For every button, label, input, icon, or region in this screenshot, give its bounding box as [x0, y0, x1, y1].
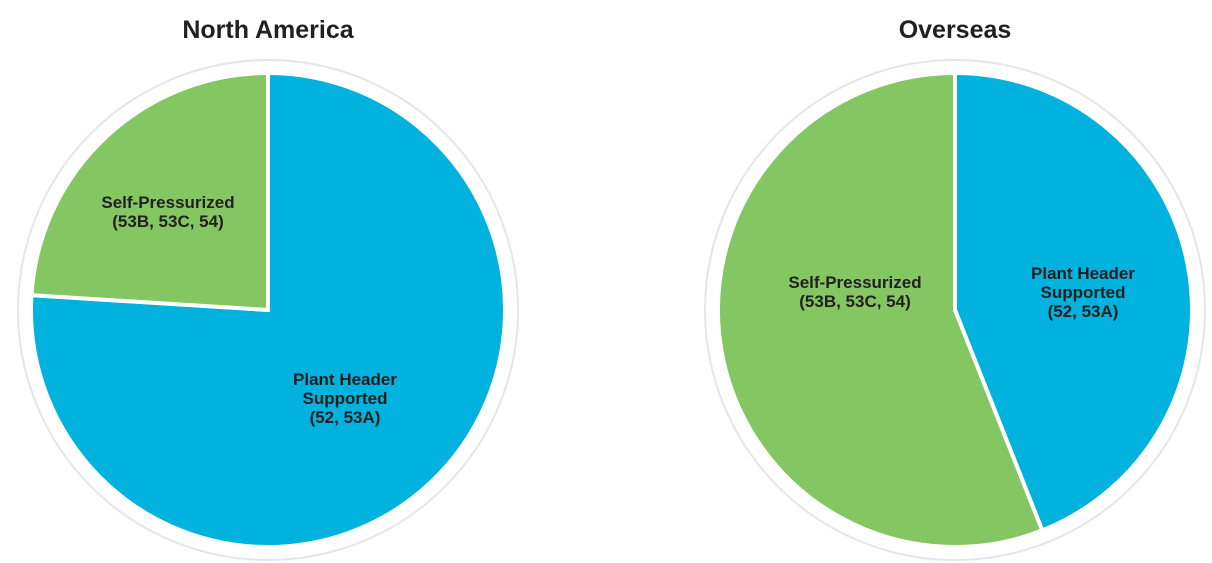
slice-label-box: Plant Header Supported(52, 53A) [293, 369, 397, 427]
slice-label-box: Plant Header Supported(52, 53A) [1031, 263, 1135, 321]
slice-label: Self-Pressurized (53B, 53C, 54) [788, 273, 922, 311]
pie-slice [953, 70, 1194, 533]
slice-label: Self-Pressurized (53B, 53C, 54) [101, 193, 235, 231]
slice-label: Plant Header Supported (52, 53A) [1031, 263, 1135, 321]
slice-label-box: Self-Pressurized(53B, 53C, 54) [101, 193, 235, 231]
pie-slice [29, 70, 507, 549]
pie-slice [29, 70, 270, 313]
chart-title: North America [182, 16, 354, 44]
slice-label-box: Self-Pressurized(53B, 53C, 54) [788, 273, 922, 311]
slice-label: Plant Header Supported (52, 53A) [293, 369, 397, 427]
chart-title: Overseas [899, 16, 1012, 44]
pie-slice [716, 70, 1045, 549]
